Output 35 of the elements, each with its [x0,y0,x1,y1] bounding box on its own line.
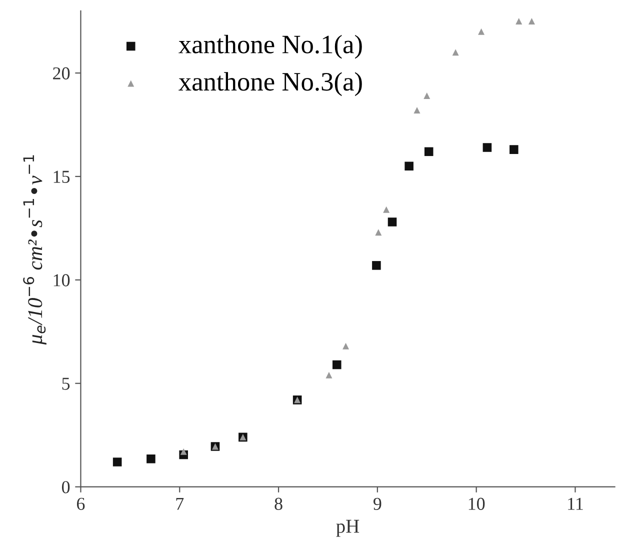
point [516,18,522,25]
point [404,162,414,171]
point [528,18,535,25]
point [452,49,459,56]
y-tick-label: 20 [53,67,70,80]
y-tick-label: 15 [54,170,70,183]
x-tick-label: 6 [76,498,85,510]
y-tick-label: 10 [54,274,70,286]
point [383,206,390,213]
x-tick-label: 10 [468,498,485,510]
point [375,229,382,236]
x-axis-title: pH [336,520,360,537]
point [332,360,342,370]
point [372,261,381,270]
point [424,147,434,156]
point [112,458,122,466]
point [510,145,518,154]
y-tick-label: 5 [62,378,70,390]
point [424,92,430,100]
x-tick-label: 8 [274,498,282,510]
y-tick-label: 0 [62,481,70,494]
x-tick-label: 11 [568,498,583,510]
legend-label: xanthone No.3(a) [178,72,362,96]
y-axis-title: μ$_{e}$/10$^{−6}$ cm²•s$^{−1}$•v$^{−1}$ [23,155,46,345]
point [414,107,420,114]
x-tick-label: 9 [373,498,382,510]
point [388,218,397,226]
point [482,143,492,152]
x-tick-label: 7 [176,498,184,510]
point [326,372,332,378]
point [478,28,485,35]
point [146,454,156,464]
point [342,342,350,350]
legend-label: xanthone No.1(a) [178,34,362,59]
point [180,448,187,455]
